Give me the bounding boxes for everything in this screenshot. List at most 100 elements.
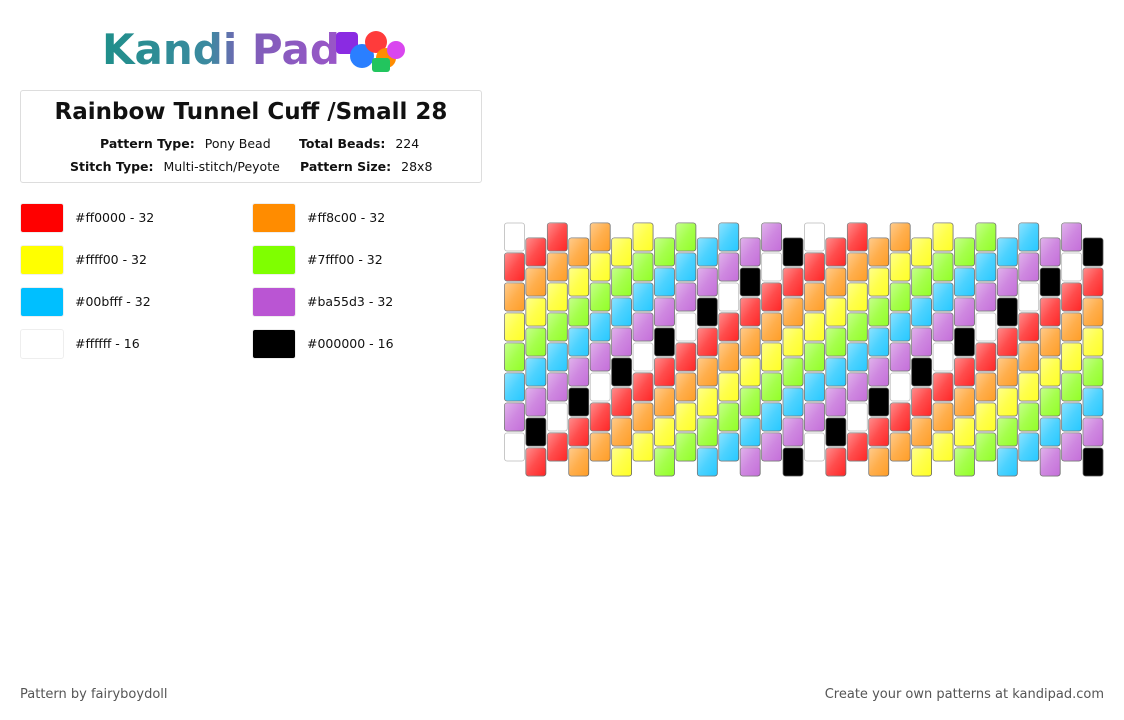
bead	[932, 342, 954, 372]
bead	[718, 222, 740, 252]
bead	[1082, 267, 1104, 297]
bead	[846, 342, 868, 372]
bead	[932, 222, 954, 252]
bead	[761, 342, 782, 372]
color-swatch	[20, 245, 64, 275]
logo-text: Kandi Pad	[102, 25, 340, 74]
bead	[825, 327, 847, 357]
bead	[1039, 417, 1061, 447]
bead	[589, 402, 611, 432]
bead	[1061, 342, 1082, 372]
bead	[696, 417, 718, 447]
bead	[1018, 372, 1040, 402]
bead	[675, 312, 697, 342]
bead	[611, 297, 632, 327]
bead	[568, 387, 590, 417]
info-box: Rainbow Tunnel Cuff /Small 28 Pattern Ty…	[20, 90, 482, 183]
bead	[1082, 327, 1104, 357]
bead	[632, 252, 654, 282]
bead	[825, 237, 847, 267]
bead	[611, 357, 632, 387]
info-item: Pattern Type: Pony Bead	[100, 136, 271, 151]
bead	[825, 297, 847, 327]
bead	[654, 297, 675, 327]
bead	[846, 402, 868, 432]
bead	[996, 327, 1018, 357]
bead	[589, 222, 611, 252]
bead	[911, 327, 932, 357]
bead	[868, 417, 890, 447]
bead	[546, 252, 568, 282]
bead	[1061, 402, 1082, 432]
bead	[525, 387, 547, 417]
bead	[611, 417, 632, 447]
logo: Kandi Pad	[102, 25, 405, 74]
color-swatch	[252, 203, 296, 233]
bead	[1039, 267, 1061, 297]
bead	[654, 447, 675, 477]
bead	[975, 222, 997, 252]
bead	[589, 312, 611, 342]
bead	[1061, 222, 1082, 252]
bead	[525, 237, 547, 267]
bead	[504, 252, 525, 282]
bead	[804, 372, 825, 402]
bead	[975, 432, 997, 462]
logo-icon	[336, 31, 405, 72]
bead	[846, 312, 868, 342]
bead	[996, 357, 1018, 387]
bead	[504, 222, 525, 252]
bead	[1082, 237, 1104, 267]
bead	[761, 432, 782, 462]
bead	[1018, 402, 1040, 432]
bead	[782, 357, 804, 387]
info-value: Pony Bead	[204, 136, 271, 151]
bead	[868, 327, 890, 357]
bead	[739, 267, 761, 297]
bead	[696, 237, 718, 267]
bead	[696, 297, 718, 327]
bead	[696, 447, 718, 477]
bead	[504, 432, 525, 462]
bead	[932, 282, 954, 312]
bead	[911, 237, 932, 267]
bead	[654, 267, 675, 297]
bead	[632, 402, 654, 432]
bead	[696, 387, 718, 417]
bead	[1061, 432, 1082, 462]
bead	[675, 342, 697, 372]
bead	[1082, 447, 1104, 477]
bead	[718, 342, 740, 372]
bead	[525, 417, 547, 447]
bead	[1082, 387, 1104, 417]
info-value: 28x8	[401, 159, 433, 174]
bead	[954, 267, 975, 297]
bead	[825, 387, 847, 417]
bead	[996, 237, 1018, 267]
bead	[782, 417, 804, 447]
bead	[911, 357, 932, 387]
bead	[804, 312, 825, 342]
bead	[632, 222, 654, 252]
bead	[954, 387, 975, 417]
bead	[825, 267, 847, 297]
info-label: Pattern Size:	[300, 159, 392, 174]
bead	[611, 387, 632, 417]
bead	[718, 432, 740, 462]
bead	[718, 282, 740, 312]
bead	[1061, 252, 1082, 282]
bead	[675, 372, 697, 402]
bead	[739, 357, 761, 387]
color-swatch	[252, 329, 296, 359]
bead	[889, 342, 911, 372]
bead	[654, 417, 675, 447]
color-swatch	[252, 245, 296, 275]
bead	[782, 267, 804, 297]
footer-link[interactable]: Create your own patterns at kandipad.com	[824, 687, 1104, 702]
bead	[846, 222, 868, 252]
bead	[868, 237, 890, 267]
bead	[718, 252, 740, 282]
bead	[954, 447, 975, 477]
bead	[911, 417, 932, 447]
